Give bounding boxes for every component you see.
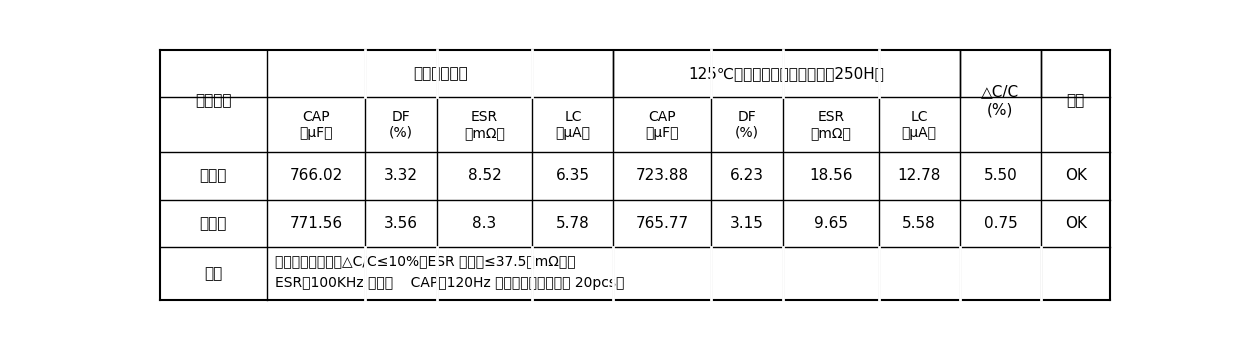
Text: 771.56: 771.56 (290, 216, 343, 231)
Text: 判定: 判定 (1067, 93, 1085, 108)
Text: ESR
（mΩ）: ESR （mΩ） (810, 110, 851, 140)
Text: DF
(%): DF (%) (735, 110, 760, 140)
Text: 容量变化率标准：△C/C≤10%，ESR 标准：≤37.5（mΩ）；: 容量变化率标准：△C/C≤10%，ESR 标准：≤37.5（mΩ）； (275, 255, 575, 268)
Text: 5.58: 5.58 (902, 216, 937, 231)
Text: 12.78: 12.78 (897, 169, 940, 183)
Text: CAP
（μF）: CAP （μF） (646, 110, 679, 140)
Text: 0.75: 0.75 (984, 216, 1017, 231)
Text: 766.02: 766.02 (290, 169, 343, 183)
Text: 125℃高温负荷试验特性参数（250H）: 125℃高温负荷试验特性参数（250H） (689, 66, 885, 81)
Text: 5.50: 5.50 (984, 169, 1017, 183)
Text: ESR
（mΩ）: ESR （mΩ） (465, 110, 506, 140)
Text: OK: OK (1064, 169, 1087, 183)
Text: △C/C
(%): △C/C (%) (981, 85, 1020, 117)
Text: CAP
（μF）: CAP （μF） (300, 110, 333, 140)
Text: ESR：100KHz 测试；    CAP：120Hz 测试；每组试验样品 20pcs。: ESR：100KHz 测试； CAP：120Hz 测试；每组试验样品 20pcs… (275, 276, 624, 290)
Text: 3.15: 3.15 (730, 216, 764, 231)
Text: 8.52: 8.52 (467, 169, 502, 183)
Text: LC
（μA）: LC （μA） (555, 110, 591, 140)
Text: 6.23: 6.23 (730, 169, 764, 183)
Text: DF
(%): DF (%) (389, 110, 413, 140)
Text: 5.78: 5.78 (556, 216, 590, 231)
Text: 765.77: 765.77 (636, 216, 689, 231)
Text: 试验样品: 试验样品 (196, 93, 232, 108)
Text: 6.35: 6.35 (556, 169, 590, 183)
Text: OK: OK (1064, 216, 1087, 231)
Text: 18.56: 18.56 (809, 169, 852, 183)
Text: 初始特性参数: 初始特性参数 (413, 66, 467, 81)
Text: 9.65: 9.65 (814, 216, 847, 231)
Text: 比较例: 比较例 (199, 169, 227, 183)
Text: 3.56: 3.56 (384, 216, 418, 231)
Text: 723.88: 723.88 (636, 169, 689, 183)
Text: 备注: 备注 (204, 266, 223, 281)
Text: 3.32: 3.32 (384, 169, 418, 183)
Text: 8.3: 8.3 (472, 216, 497, 231)
Text: LC
（μA）: LC （μA） (902, 110, 937, 140)
Text: 实施例: 实施例 (199, 216, 227, 231)
